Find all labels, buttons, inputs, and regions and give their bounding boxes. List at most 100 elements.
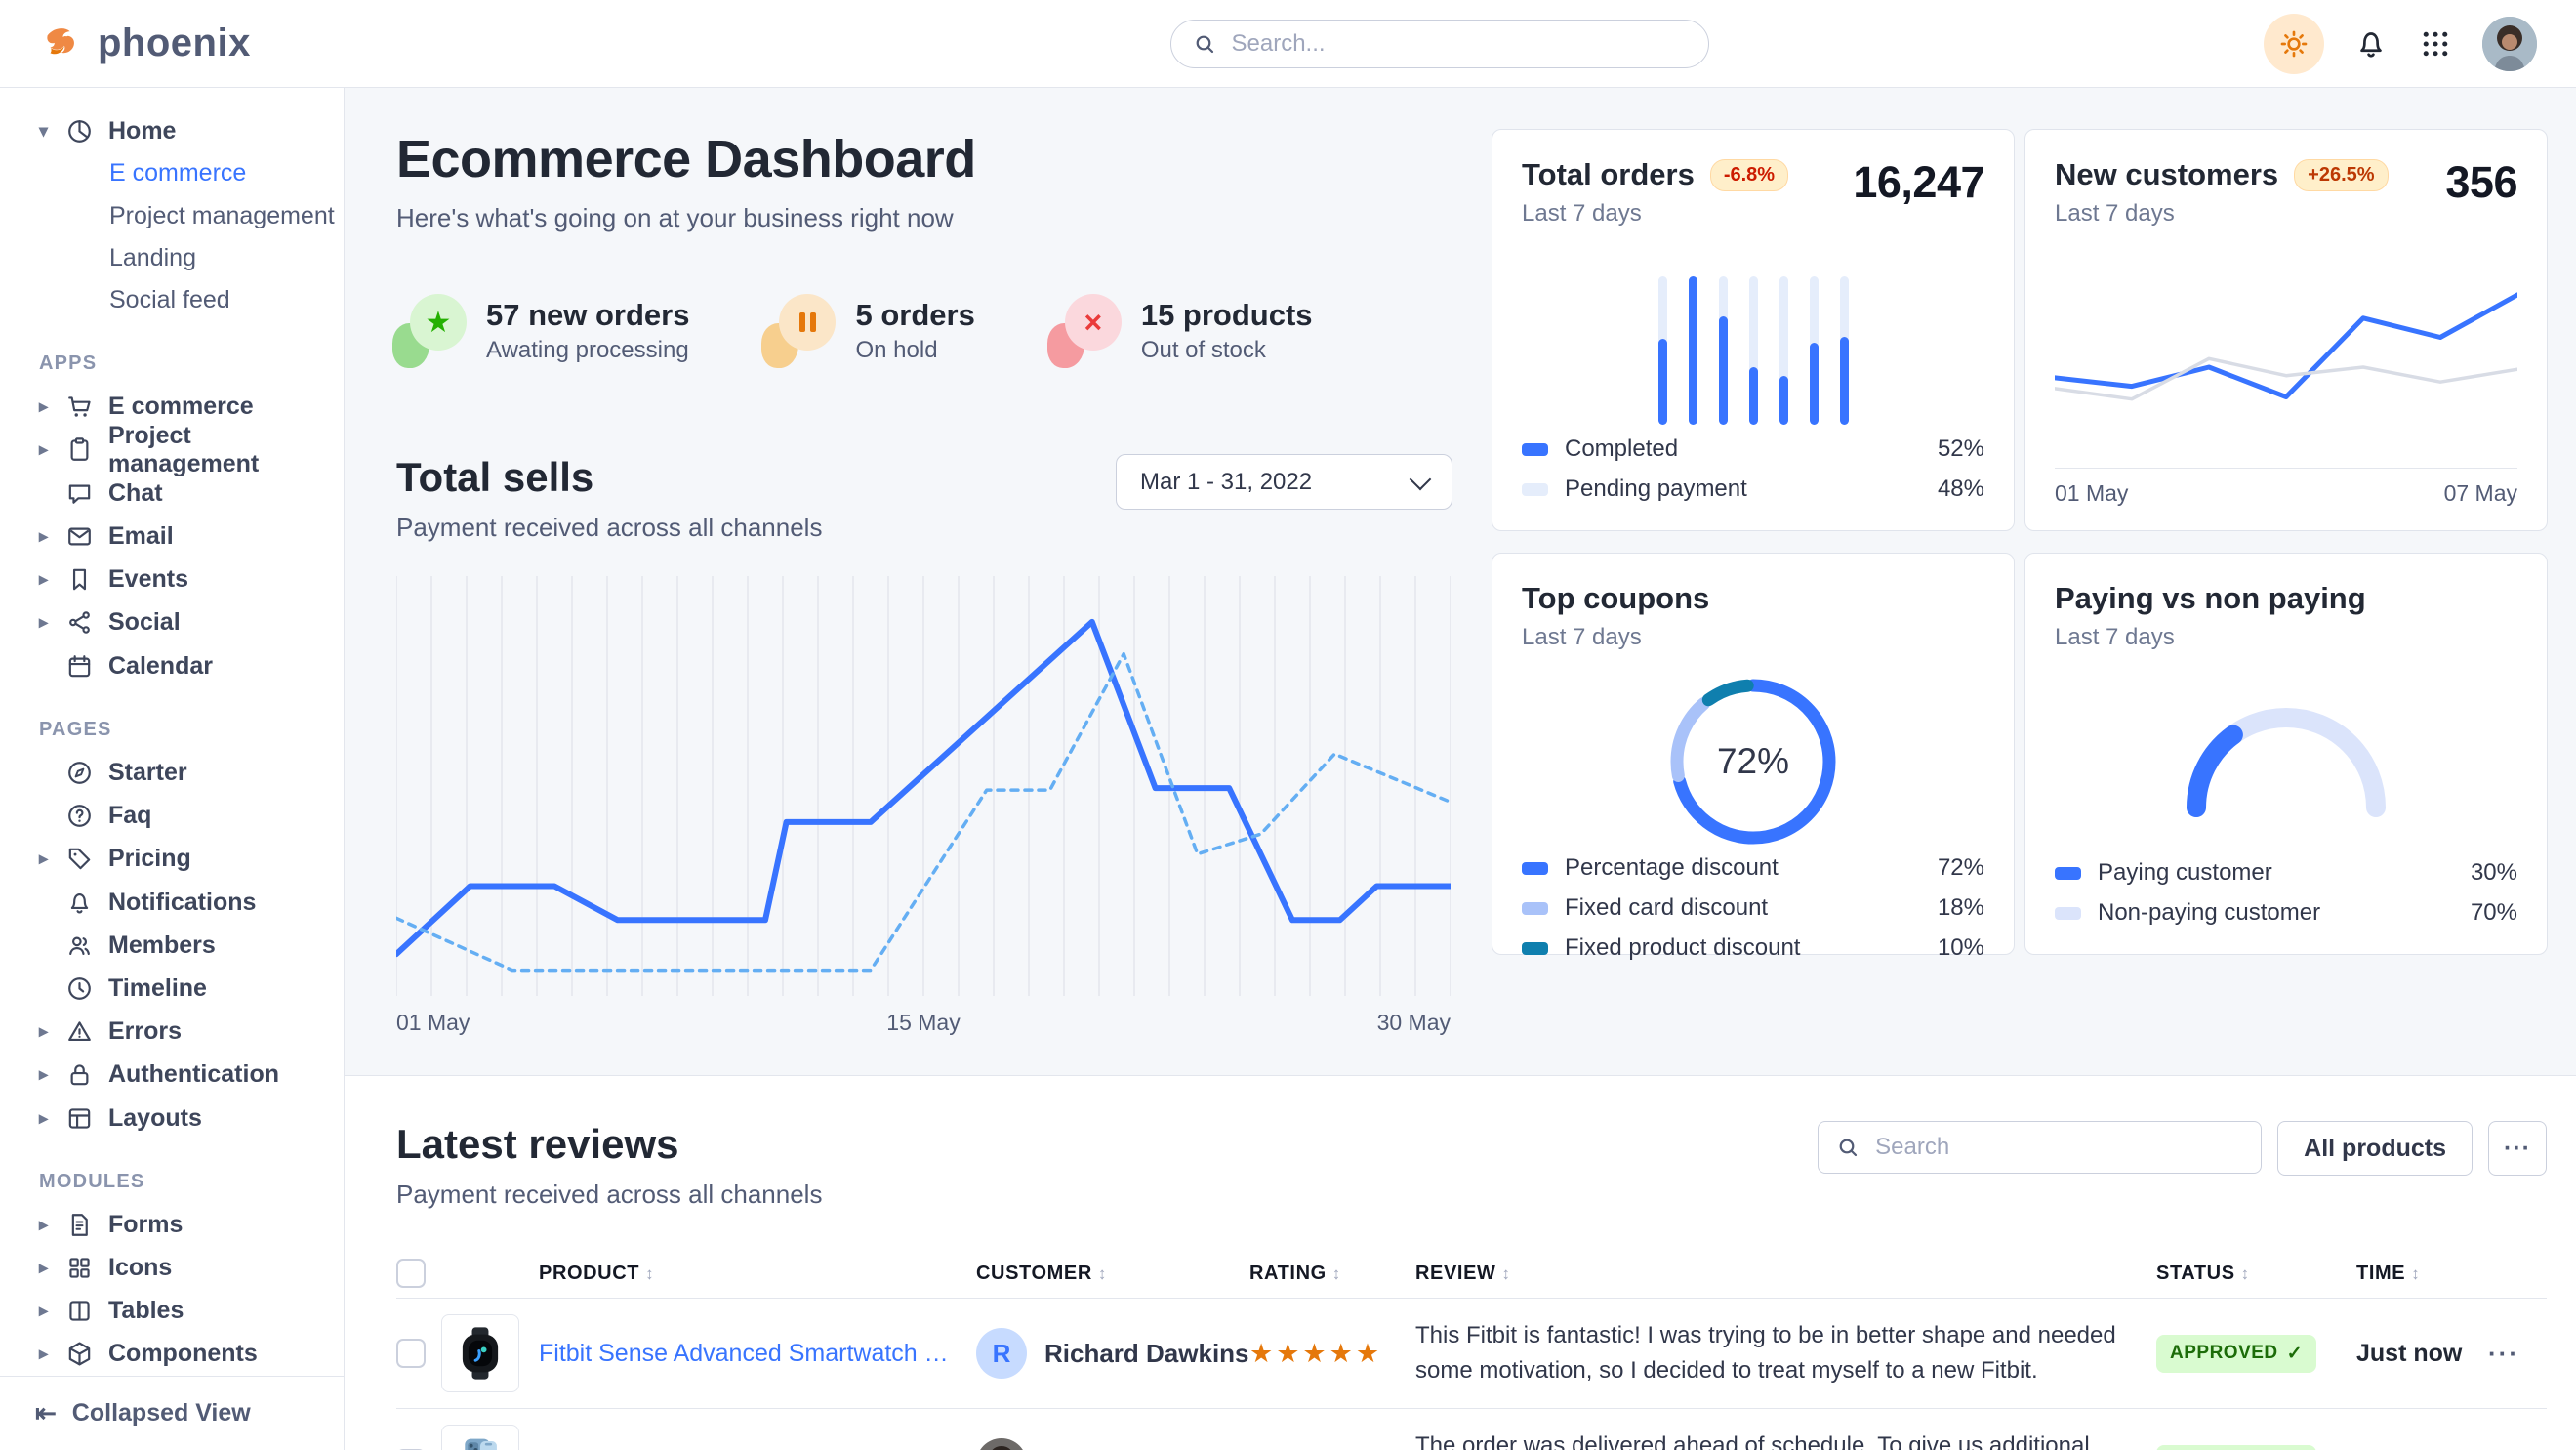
sidebar-item-starter[interactable]: ▸Starter: [0, 751, 344, 794]
status-badge: APPROVED✓: [2156, 1334, 2317, 1373]
column-product[interactable]: PRODUCT ↕: [539, 1262, 655, 1284]
reviews-title: Latest reviews: [396, 1121, 679, 1167]
sidebar-item-forms[interactable]: ▸ Forms: [39, 1210, 184, 1239]
sidebar-item-icons[interactable]: ▸ Icons: [39, 1253, 173, 1281]
row-menu-button[interactable]: ···: [2488, 1449, 2547, 1450]
column-time[interactable]: TIME ↕: [2356, 1262, 2421, 1284]
sidebar-item-tables[interactable]: ▸ Tables: [39, 1297, 184, 1325]
total-sells-x-axis: 01 May 15 May 30 May: [396, 1010, 1451, 1035]
collapsed-view-toggle[interactable]: ⇤ Collapsed View: [0, 1376, 344, 1450]
sidebar-item-pricing[interactable]: ▸ Pricing: [39, 845, 191, 873]
brand-name: phoenix: [98, 21, 251, 64]
sidebar-item-landing[interactable]: Landing: [109, 243, 196, 271]
apps-menu-button[interactable]: [2418, 26, 2453, 62]
review-text: This Fitbit is fantastic! I was trying t…: [1415, 1322, 2116, 1384]
legend-percentage-discount: Percentage discount 72%: [1522, 854, 1984, 882]
sidebar-item-social[interactable]: ▸ Social: [39, 608, 181, 637]
all-products-button[interactable]: All products: [2277, 1121, 2473, 1176]
stats-row: ★ 57 new orders Awating processing 5 ord…: [392, 294, 1452, 368]
pie-chart-icon: [65, 117, 94, 145]
notifications-button[interactable]: [2353, 26, 2389, 62]
bookmark-icon: [65, 565, 94, 594]
review-text: The order was delivered ahead of schedul…: [1415, 1432, 2090, 1450]
check-icon: ✓: [2286, 1343, 2304, 1364]
sidebar-item-layouts[interactable]: ▸ Layouts: [39, 1103, 202, 1132]
bell-icon: [65, 889, 94, 917]
sidebar-item-email[interactable]: ▸ Email: [39, 522, 174, 551]
product-link[interactable]: Fitbit Sense Advanced Smartwatch with To…: [539, 1339, 976, 1367]
envelope-icon: [65, 522, 94, 551]
sidebar-section-modules: MODULES: [39, 1171, 145, 1193]
product-image-smartwatch[interactable]: [441, 1314, 519, 1392]
file-text-icon: [65, 1211, 94, 1239]
legend-completed: Completed 52%: [1522, 435, 1984, 463]
grid-icon: [2418, 26, 2453, 62]
latest-reviews-section: Latest reviews Payment received across a…: [345, 1075, 2576, 1450]
dashboard-top-section: Ecommerce Dashboard Here's what's going …: [345, 88, 2576, 1075]
user-avatar[interactable]: [2482, 16, 2537, 71]
sidebar-item-project-management-home[interactable]: Project management: [109, 201, 335, 229]
stat-orders-on-hold: 5 orders On hold: [761, 294, 975, 368]
sidebar-item-calendar[interactable]: ▸Calendar: [0, 644, 344, 687]
sidebar-item-components[interactable]: ▸ Components: [39, 1340, 258, 1368]
row-checkbox[interactable]: [396, 1339, 426, 1368]
sidebar-item-authentication[interactable]: ▸ Authentication: [39, 1060, 279, 1089]
legend-nonpaying: Non-paying customer 70%: [2055, 899, 2517, 927]
column-rating[interactable]: RATING ↕: [1249, 1262, 1341, 1284]
sort-icon: ↕: [2240, 1264, 2250, 1283]
row-menu-button[interactable]: ···: [2488, 1338, 2519, 1368]
sidebar-item-notifications[interactable]: ▸Notifications: [0, 881, 344, 924]
sidebar-item-errors[interactable]: ▸ Errors: [39, 1017, 183, 1046]
theme-toggle-button[interactable]: [2264, 13, 2324, 74]
sort-icon: ↕: [2411, 1264, 2421, 1283]
page-title: Ecommerce Dashboard: [396, 130, 976, 188]
sort-icon: ↕: [1097, 1264, 1107, 1283]
column-status[interactable]: STATUS ↕: [2156, 1262, 2250, 1284]
customer-cell: R Richard Dawkins: [976, 1328, 1249, 1379]
global-search-input[interactable]: [1229, 28, 1687, 59]
sun-icon: [2278, 28, 2310, 60]
sidebar-item-members[interactable]: ▸Members: [0, 924, 344, 967]
rating-stars: ★★★★★: [1249, 1338, 1383, 1368]
total-sells-subtitle: Payment received across all channels: [396, 513, 823, 542]
total-orders-value: 16,247: [1853, 157, 1984, 207]
main-content: Ecommerce Dashboard Here's what's going …: [345, 88, 2576, 1450]
legend-fixed-product-discount: Fixed product discount 10%: [1522, 934, 1984, 962]
brand-logo[interactable]: phoenix: [39, 21, 342, 66]
new-customers-card: New customers +26.5% Last 7 days 356 01 …: [2024, 129, 2548, 531]
sidebar-item-chat[interactable]: ▸Chat: [0, 472, 344, 515]
product-image-iphone[interactable]: [441, 1425, 519, 1450]
reviews-more-button[interactable]: ···: [2488, 1121, 2547, 1176]
customer-avatar[interactable]: R: [976, 1328, 1027, 1379]
total-sells-chart: [396, 576, 1451, 996]
sidebar-item-project-management[interactable]: ▸ Project management: [39, 421, 260, 477]
sidebar-item-ecommerce-home[interactable]: E commerce: [109, 159, 247, 187]
customer-avatar[interactable]: [976, 1438, 1027, 1450]
sort-icon: ↕: [645, 1264, 655, 1283]
rating-stars: ★★★☆☆: [1249, 1449, 1415, 1450]
column-customer[interactable]: CUSTOMER ↕: [976, 1262, 1107, 1284]
select-all-checkbox[interactable]: [396, 1259, 426, 1288]
reviews-search[interactable]: [1818, 1121, 2263, 1174]
sidebar-item-events[interactable]: ▸ Events: [39, 565, 188, 594]
sidebar-item-faq[interactable]: ▸Faq: [0, 795, 344, 838]
customer-cell: Ashley Garrett: [976, 1438, 1249, 1450]
sort-icon: ↕: [1331, 1264, 1341, 1283]
sidebar-section-apps: APPS: [39, 352, 98, 375]
total-orders-card: Total orders -6.8% Last 7 days 16,247: [1492, 129, 2015, 531]
pause-badge-icon: [761, 294, 837, 368]
column-review[interactable]: REVIEW ↕: [1415, 1262, 1511, 1284]
total-sells-title: Total sells: [396, 454, 594, 500]
columns-icon: [65, 1297, 94, 1325]
cart-icon: [65, 393, 94, 421]
clipboard-icon: [65, 435, 94, 464]
sidebar-item-timeline[interactable]: ▸Timeline: [0, 967, 344, 1010]
sidebar-item-ecommerce[interactable]: ▸ E commerce: [39, 392, 254, 421]
sidebar-item-home[interactable]: ▾ Home: [0, 109, 344, 152]
date-range-select[interactable]: Mar 1 - 31, 2022: [1116, 454, 1452, 510]
change-badge: -6.8%: [1709, 158, 1789, 191]
sidebar-item-social-feed[interactable]: Social feed: [109, 285, 230, 313]
chat-icon: [65, 479, 94, 508]
reviews-search-input[interactable]: [1873, 1133, 2244, 1162]
global-search[interactable]: [1169, 19, 1709, 68]
